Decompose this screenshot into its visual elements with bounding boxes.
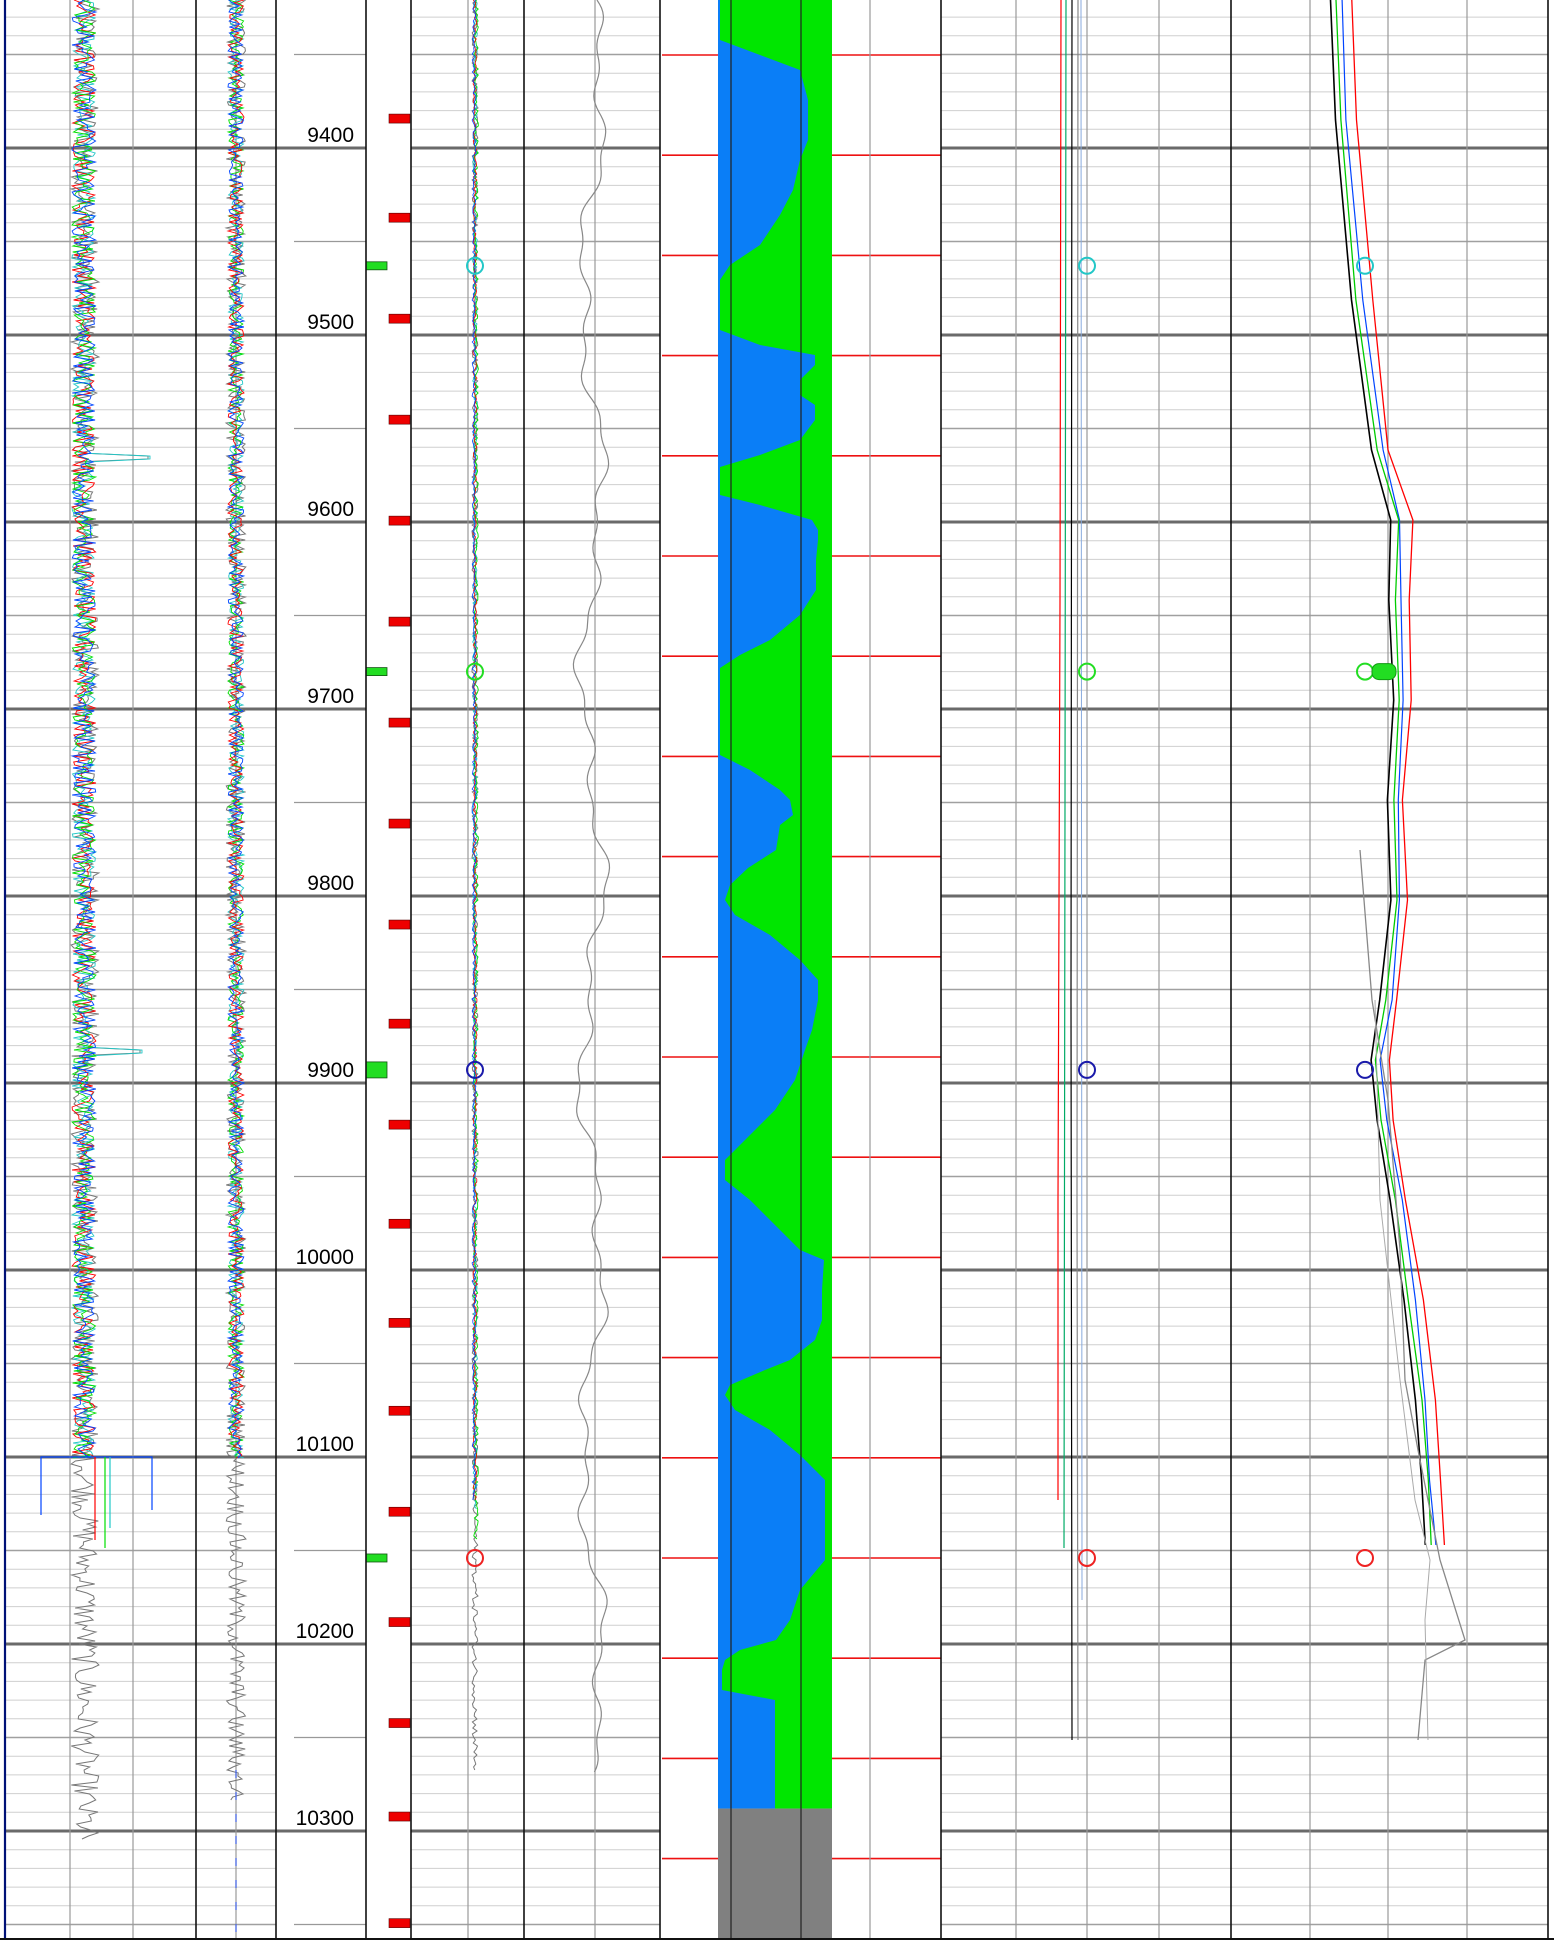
track-1-curve <box>70 0 98 1459</box>
grid-layer <box>5 16 1548 1926</box>
track-9-curve-black <box>1329 0 1427 1546</box>
red-marker <box>388 1918 411 1928</box>
green-marker <box>365 667 388 676</box>
depth-label-layer: 9400 9500 9600 9700 9800 9900 10000 10100 10200 1… <box>296 124 354 1830</box>
red-marker <box>388 1617 411 1627</box>
red-marker <box>388 414 411 425</box>
horizon-marker <box>1078 1060 1096 1079</box>
horizon-marker <box>466 1548 484 1567</box>
horizon-marker-pill <box>1371 663 1397 681</box>
green-marker <box>365 1061 388 1079</box>
depth-label: 9800 <box>307 872 354 895</box>
red-marker <box>388 113 411 124</box>
red-marker <box>388 818 411 829</box>
depth-label: 10100 <box>296 1433 354 1456</box>
red-marker <box>388 1018 411 1029</box>
green-marker <box>365 261 388 271</box>
track-5-curve-blue <box>471 0 477 1501</box>
depth-label: 9900 <box>307 1059 354 1082</box>
red-marker <box>388 919 411 930</box>
red-marker <box>388 1811 411 1822</box>
track-6-curve <box>572 0 611 1773</box>
red-marker <box>388 212 411 223</box>
track-8-curve-green <box>1063 0 1067 1549</box>
red-marker <box>388 1119 411 1130</box>
facies-brine-fill <box>718 0 825 1809</box>
track-2-curve <box>226 0 246 1459</box>
facies-shale-fill <box>718 1808 832 1940</box>
horizon-marker <box>466 256 484 275</box>
red-marker <box>388 717 411 728</box>
track-9-curve-grey <box>1359 849 1466 1741</box>
depth-label: 9400 <box>307 124 354 147</box>
track-8-curve-light <box>1080 0 1083 1601</box>
track-5-curve-cyan <box>471 0 479 1510</box>
curve-layer <box>40 0 1466 1940</box>
horizon-marker <box>1356 1060 1374 1079</box>
red-marker <box>388 1506 411 1517</box>
red-marker <box>388 515 411 526</box>
depth-label: 9500 <box>307 311 354 334</box>
track-9-curve-blue <box>1341 0 1437 1546</box>
track-8-curve-grey <box>1076 0 1079 1741</box>
track-8-curve-black <box>1070 0 1073 1741</box>
green-marker <box>365 1553 388 1563</box>
red-marker <box>388 1218 411 1229</box>
track-1-curve <box>70 0 151 1459</box>
horizon-marker <box>1078 256 1096 275</box>
depth-label: 10000 <box>296 1246 354 1269</box>
depth-label: 10300 <box>296 1807 354 1830</box>
track-2-curve <box>226 0 246 1459</box>
horizon-marker <box>1078 1548 1096 1567</box>
facies-fill-layer <box>662 0 941 1940</box>
track-1-step-blue <box>40 1456 153 1515</box>
red-marker <box>388 1718 411 1728</box>
track-9-curve-red <box>1351 0 1446 1546</box>
horizon-marker <box>466 662 484 681</box>
red-marker <box>388 313 411 324</box>
marker-layer <box>365 113 1397 1928</box>
horizon-marker <box>1356 256 1374 275</box>
depth-label: 9700 <box>307 685 354 708</box>
track-8-curve-red <box>1057 0 1062 1500</box>
horizon-marker <box>1078 662 1096 681</box>
depth-label: 10200 <box>296 1620 354 1643</box>
track-9-curve-lightgrey <box>1374 999 1431 1741</box>
horizon-marker <box>1356 1548 1374 1567</box>
red-marker <box>388 616 411 627</box>
red-marker <box>388 1405 411 1416</box>
red-marker <box>388 1318 411 1328</box>
depth-label: 9600 <box>307 498 354 521</box>
horizon-marker <box>466 1060 484 1079</box>
track-5-curve-green <box>472 0 480 1540</box>
track-1-curve <box>70 0 98 1459</box>
track-1-curve-grey <box>69 0 149 1840</box>
track-9-curve-green <box>1335 0 1432 1546</box>
